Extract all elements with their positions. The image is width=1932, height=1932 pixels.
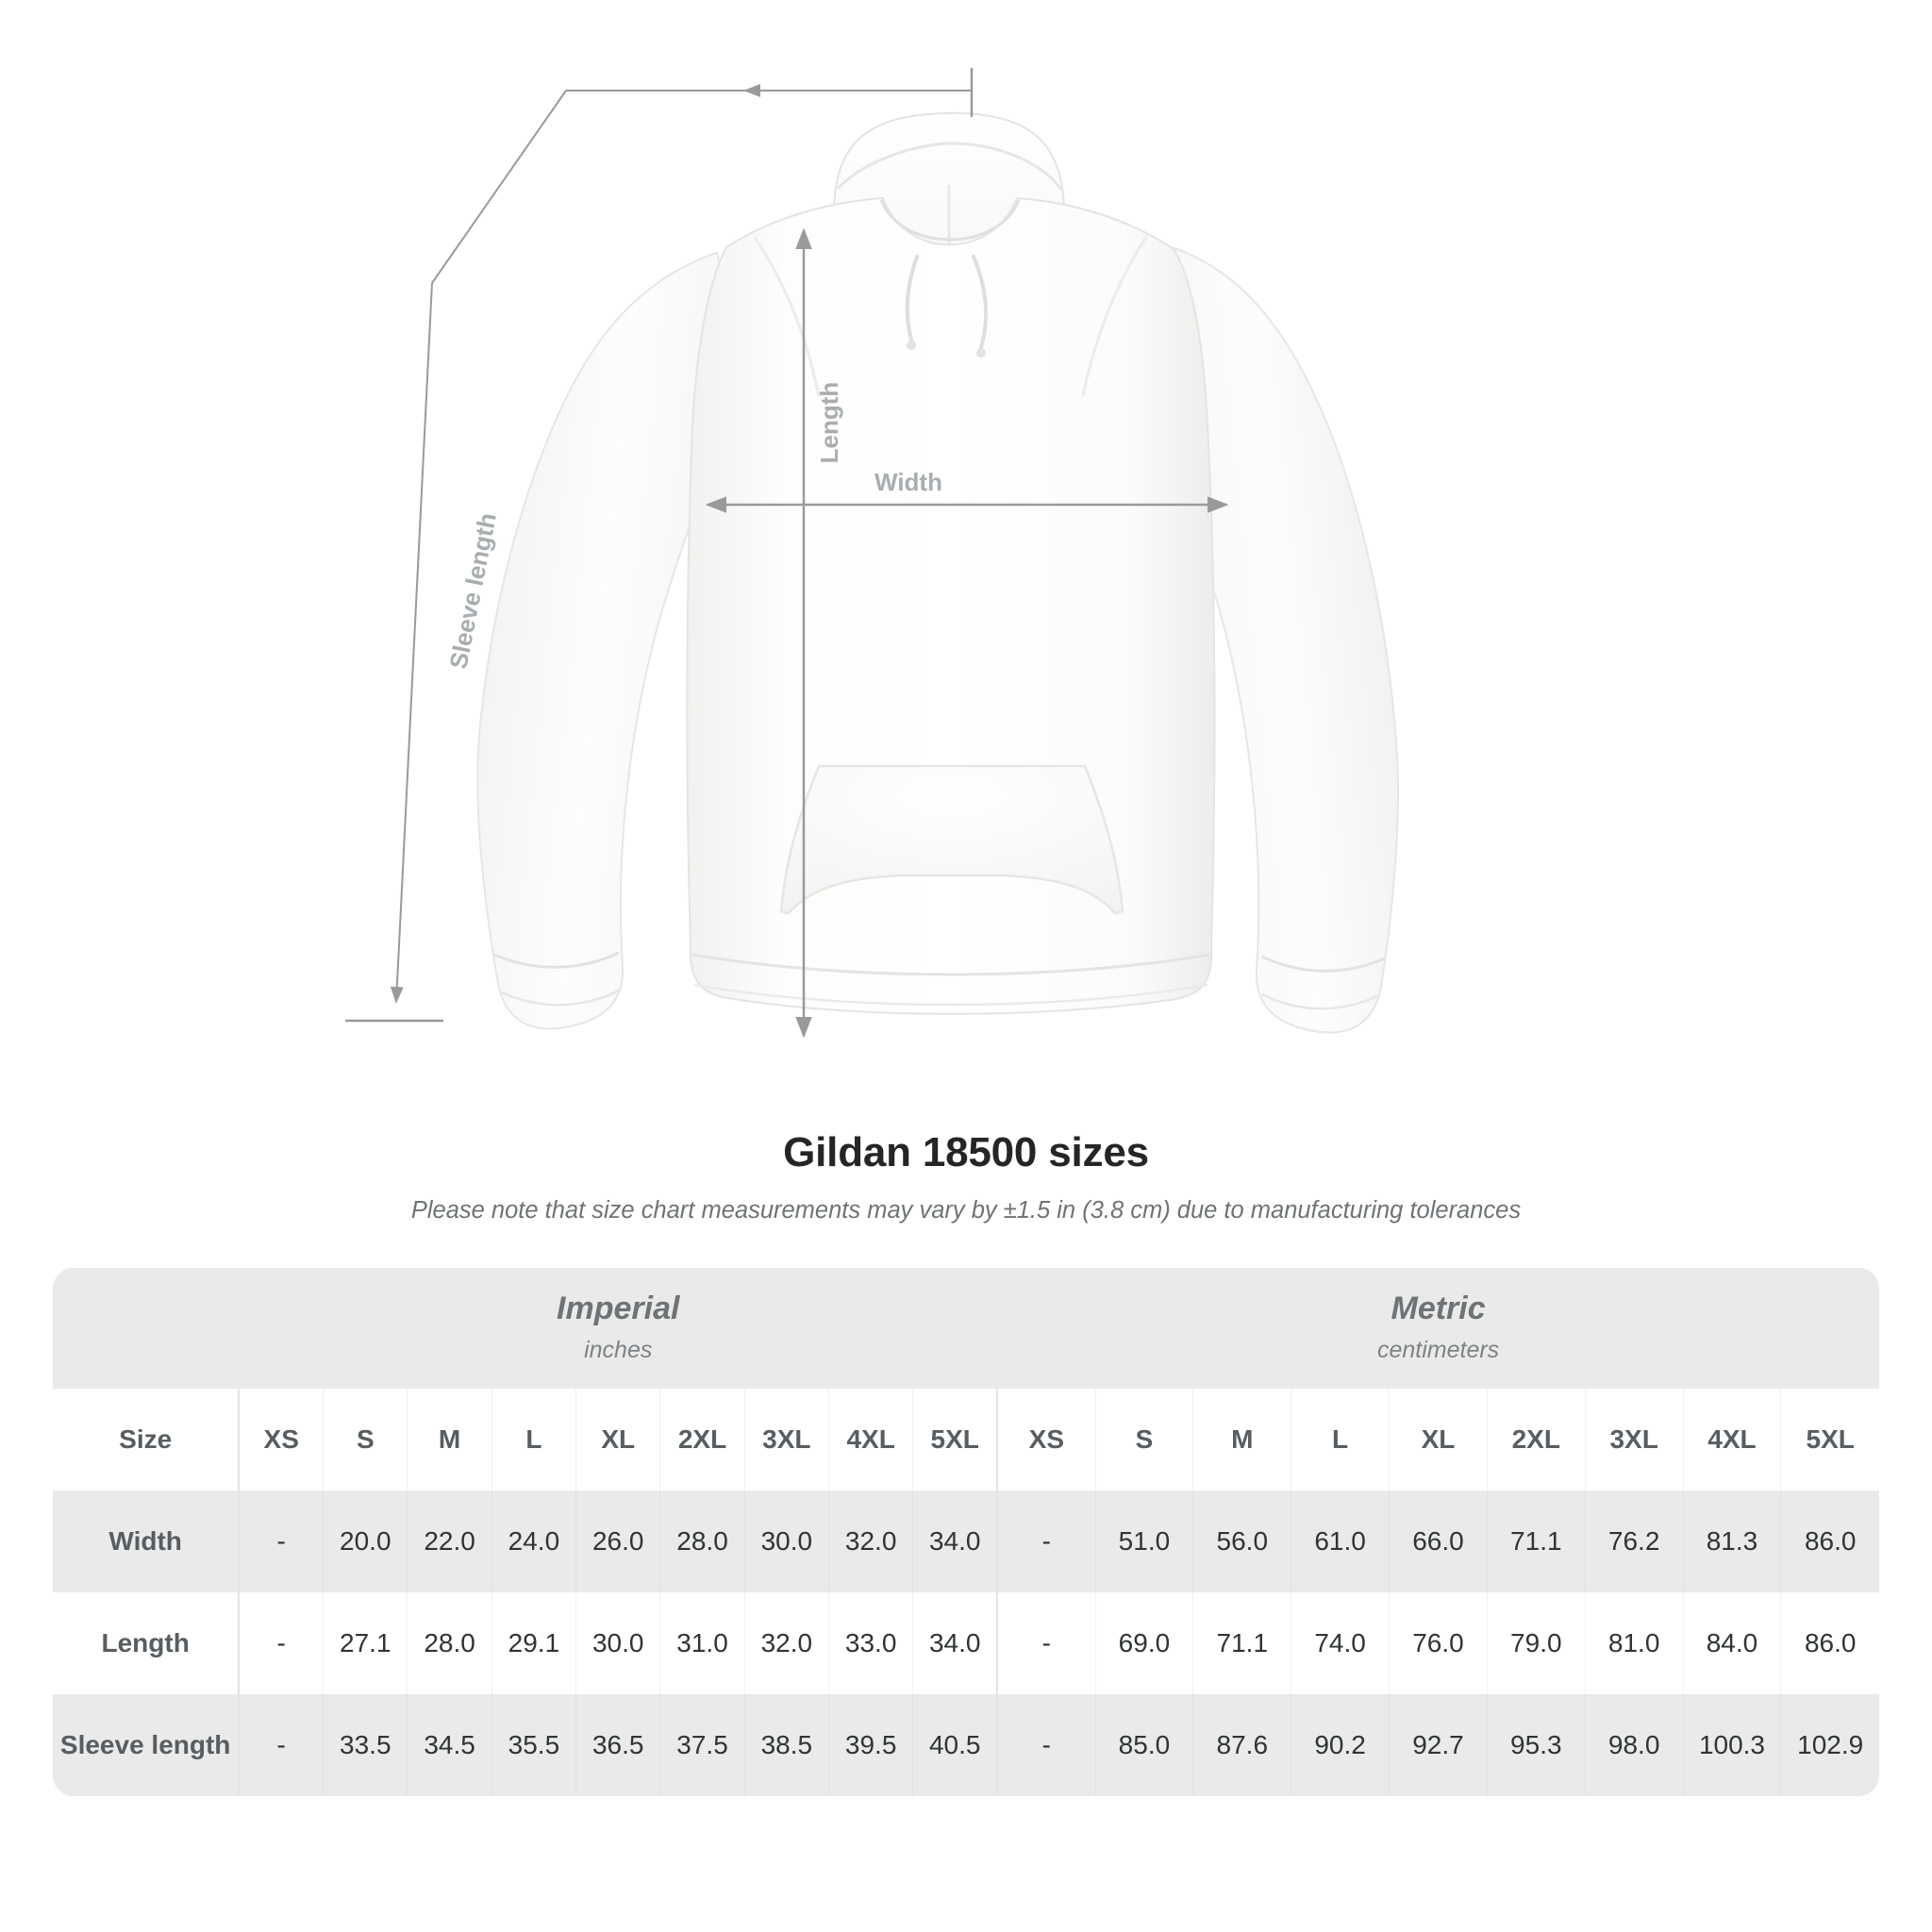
row-label-width: Width [53,1490,241,1592]
size-header-label: Size [53,1388,241,1491]
cell-sleeve-imperial-l: 35.5 [491,1693,577,1796]
size-header-metric-l: L [1291,1388,1391,1491]
cell-sleeve-metric-3xl: 98.0 [1585,1693,1684,1796]
length-label: Length [815,382,843,464]
cell-sleeve-metric-xs: - [997,1693,1096,1796]
cell-width-metric-4xl: 81.3 [1683,1490,1782,1592]
size-header-imperial-xs: XS [239,1388,325,1491]
cell-length-imperial-l: 29.1 [491,1591,577,1694]
table-row: Width - 20.0 22.0 24.0 26.0 28.0 30.0 32… [53,1490,1879,1592]
cell-sleeve-imperial-4xl: 39.5 [828,1693,914,1796]
cell-length-imperial-s: 27.1 [323,1591,408,1694]
cell-sleeve-metric-m: 87.6 [1192,1693,1292,1796]
cell-width-imperial-xl: 26.0 [575,1490,661,1592]
cell-length-imperial-5xl: 34.0 [912,1591,999,1694]
table-row: Sleeve length - 33.5 34.5 35.5 36.5 37.5… [53,1693,1879,1796]
cell-width-imperial-l: 24.0 [491,1490,577,1592]
size-header-imperial-3xl: 3XL [744,1388,830,1491]
cell-length-metric-l: 74.0 [1291,1591,1391,1694]
size-header-row: Size XS S M L XL 2XL 3XL 4XL 5XL XS S M … [53,1388,1879,1491]
row-label-sleeve-length: Sleeve length [53,1693,241,1796]
cell-length-metric-4xl: 84.0 [1683,1591,1782,1694]
size-table-container: Imperial inches Metric centimeters Size … [53,1268,1879,1796]
size-header-imperial-xl: XL [575,1388,661,1491]
cell-width-imperial-4xl: 32.0 [828,1490,914,1592]
cell-sleeve-metric-xl: 92.7 [1389,1693,1488,1796]
unit-group-imperial: Imperial inches [239,1268,998,1389]
cell-width-metric-3xl: 76.2 [1585,1490,1684,1592]
cell-length-imperial-2xl: 31.0 [659,1591,745,1694]
cell-width-imperial-s: 20.0 [323,1490,408,1592]
cell-length-metric-s: 69.0 [1095,1591,1194,1694]
size-header-imperial-s: S [323,1388,408,1491]
cell-width-imperial-2xl: 28.0 [659,1490,745,1592]
size-header-metric-xs: XS [997,1388,1096,1491]
cell-width-metric-l: 61.0 [1291,1490,1391,1592]
cell-length-metric-xl: 76.0 [1389,1591,1488,1694]
cell-sleeve-metric-2xl: 95.3 [1487,1693,1586,1796]
page-title: Gildan 18500 sizes [783,1129,1149,1175]
unit-group-metric: Metric centimeters [997,1268,1879,1389]
hoodie-illustration [476,111,1400,1034]
unit-group-metric-name: Metric [1391,1291,1486,1326]
cell-sleeve-imperial-xl: 36.5 [575,1693,661,1796]
page-subtitle: Please note that size chart measurements… [410,1197,1522,1224]
size-header-metric-4xl: 4XL [1683,1388,1782,1491]
cell-sleeve-imperial-3xl: 38.5 [744,1693,830,1796]
cell-sleeve-imperial-m: 34.5 [407,1693,492,1796]
cell-length-metric-m: 71.1 [1192,1591,1292,1694]
cell-length-imperial-xl: 30.0 [575,1591,661,1694]
cell-length-metric-5xl: 86.0 [1780,1591,1879,1694]
size-header-metric-5xl: 5XL [1780,1388,1879,1491]
garment-measurement-diagram: Length Width Sleeve length [345,68,1400,1039]
cell-sleeve-metric-4xl: 100.3 [1683,1693,1782,1796]
measurement-guides [345,68,1229,1039]
cell-width-imperial-m: 22.0 [407,1490,492,1592]
cell-sleeve-imperial-xs: - [239,1693,325,1796]
size-header-metric-m: M [1192,1388,1292,1491]
size-header-metric-3xl: 3XL [1585,1388,1684,1491]
chart-heading: Gildan 18500 sizes Please note that size… [0,1129,1932,1225]
size-header-imperial-5xl: 5XL [912,1388,999,1491]
cell-width-metric-2xl: 71.1 [1487,1490,1586,1592]
size-header-imperial-l: L [491,1388,577,1491]
table-row: Length - 27.1 28.0 29.1 30.0 31.0 32.0 3… [53,1591,1879,1694]
cell-width-imperial-5xl: 34.0 [912,1490,999,1592]
unit-group-row: Imperial inches Metric centimeters [53,1268,1879,1389]
cell-length-metric-xs: - [997,1591,1096,1694]
size-header-imperial-m: M [407,1388,492,1491]
cell-width-imperial-3xl: 30.0 [744,1490,830,1592]
cell-length-metric-2xl: 79.0 [1487,1591,1586,1694]
unit-group-imperial-sub: inches [584,1337,653,1364]
cell-sleeve-metric-5xl: 102.9 [1780,1693,1879,1796]
cell-width-metric-xs: - [997,1490,1096,1592]
size-header-imperial-4xl: 4XL [828,1388,914,1491]
cell-length-imperial-xs: - [239,1591,325,1694]
width-label: Width [874,468,942,496]
cell-width-metric-m: 56.0 [1192,1490,1292,1592]
cell-width-metric-s: 51.0 [1095,1490,1194,1592]
size-header-metric-s: S [1095,1388,1194,1491]
cell-length-imperial-4xl: 33.0 [828,1591,914,1694]
cell-length-imperial-3xl: 32.0 [744,1591,830,1694]
unit-group-metric-sub: centimeters [1376,1337,1500,1364]
cell-sleeve-metric-l: 90.2 [1291,1693,1391,1796]
size-header-metric-2xl: 2XL [1487,1388,1586,1491]
cell-width-imperial-xs: - [239,1490,325,1592]
cell-sleeve-imperial-2xl: 37.5 [659,1693,745,1796]
cell-sleeve-imperial-5xl: 40.5 [912,1693,999,1796]
cell-sleeve-metric-s: 85.0 [1095,1693,1194,1796]
size-header-imperial-2xl: 2XL [659,1388,745,1491]
row-label-length: Length [53,1591,241,1694]
cell-length-metric-3xl: 81.0 [1585,1591,1684,1694]
cell-width-metric-xl: 66.0 [1389,1490,1488,1592]
unit-group-imperial-name: Imperial [557,1291,680,1326]
cell-length-imperial-m: 28.0 [407,1591,492,1694]
unit-spacer-cell [53,1268,240,1389]
size-table: Imperial inches Metric centimeters Size … [53,1268,1879,1796]
size-header-metric-xl: XL [1389,1388,1488,1491]
cell-sleeve-imperial-s: 33.5 [323,1693,408,1796]
cell-width-metric-5xl: 86.0 [1780,1490,1879,1592]
